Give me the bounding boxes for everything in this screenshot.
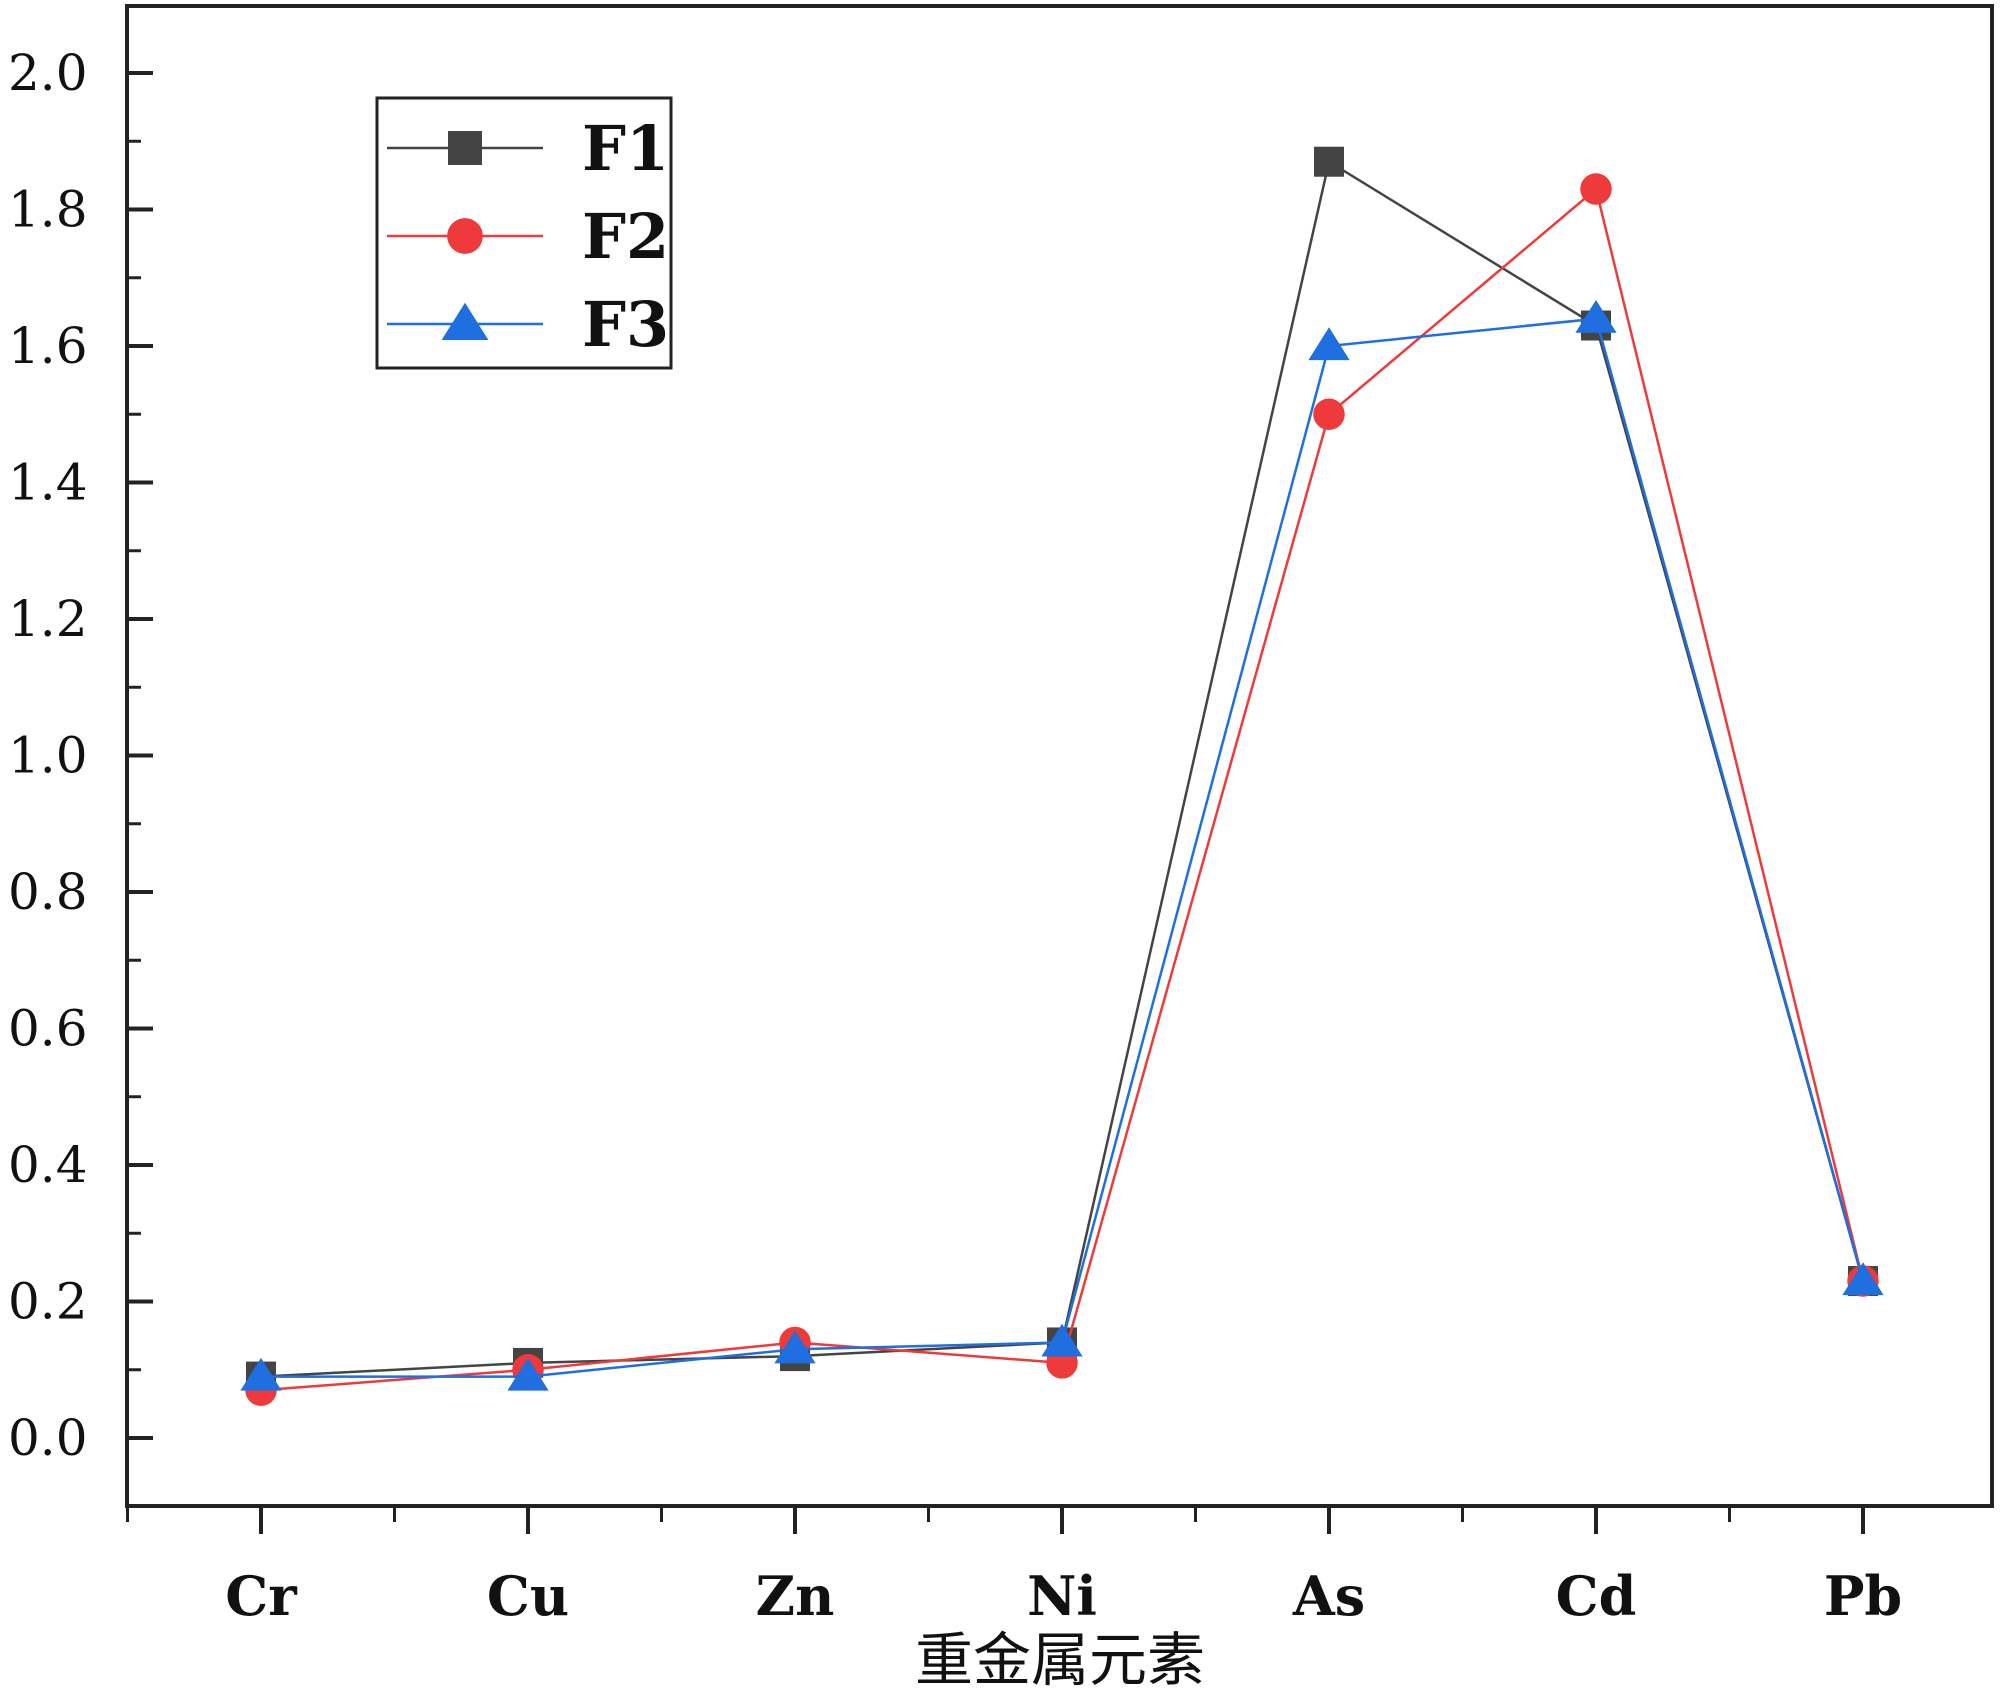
data-point (1314, 147, 1344, 177)
y-axis: 0.0 0.2 0.4 0.6 0.8 1.0 1.2 1.4 1.6 1.8 2.0 (8, 44, 153, 1506)
series-f3 (240, 300, 1883, 1391)
legend-label: F3 (582, 288, 669, 361)
legend-label: F2 (582, 200, 669, 273)
y-tick-label: 0.0 (8, 1409, 88, 1467)
y-tick-label: 0.6 (8, 1000, 88, 1058)
data-point (1313, 399, 1345, 431)
y-tick-label: 1.8 (8, 181, 88, 239)
x-tick-label: Zn (756, 1564, 835, 1628)
y-tick-label: 0.2 (8, 1273, 88, 1331)
y-tick-label: 0.8 (8, 863, 88, 921)
legend-marker (447, 218, 483, 254)
y-tick-label: 1.4 (8, 454, 88, 512)
x-axis: Cr Cu Zn Ni As Cd Pb (128, 1506, 1903, 1628)
y-tick-label: 1.2 (8, 590, 88, 648)
y-tick-label: 1.0 (8, 727, 88, 785)
x-tick-label: As (1292, 1564, 1365, 1628)
y-tick-label: 1.6 (8, 317, 88, 375)
data-point (1580, 173, 1612, 205)
x-tick-label: Cu (487, 1564, 569, 1628)
y-tick-label: 0.4 (8, 1136, 88, 1194)
series-line (261, 319, 1863, 1377)
legend-label: F1 (582, 112, 669, 185)
legend: F1 F2 F3 (377, 98, 671, 368)
legend-marker (448, 131, 482, 165)
x-axis-title: 重金属元素 (915, 1626, 1205, 1694)
x-tick-label: Ni (1027, 1564, 1097, 1628)
x-tick-label: Cd (1556, 1564, 1637, 1628)
y-tick-label: 2.0 (8, 44, 88, 102)
x-tick-label: Pb (1824, 1564, 1902, 1628)
x-tick-label: Cr (225, 1564, 297, 1628)
